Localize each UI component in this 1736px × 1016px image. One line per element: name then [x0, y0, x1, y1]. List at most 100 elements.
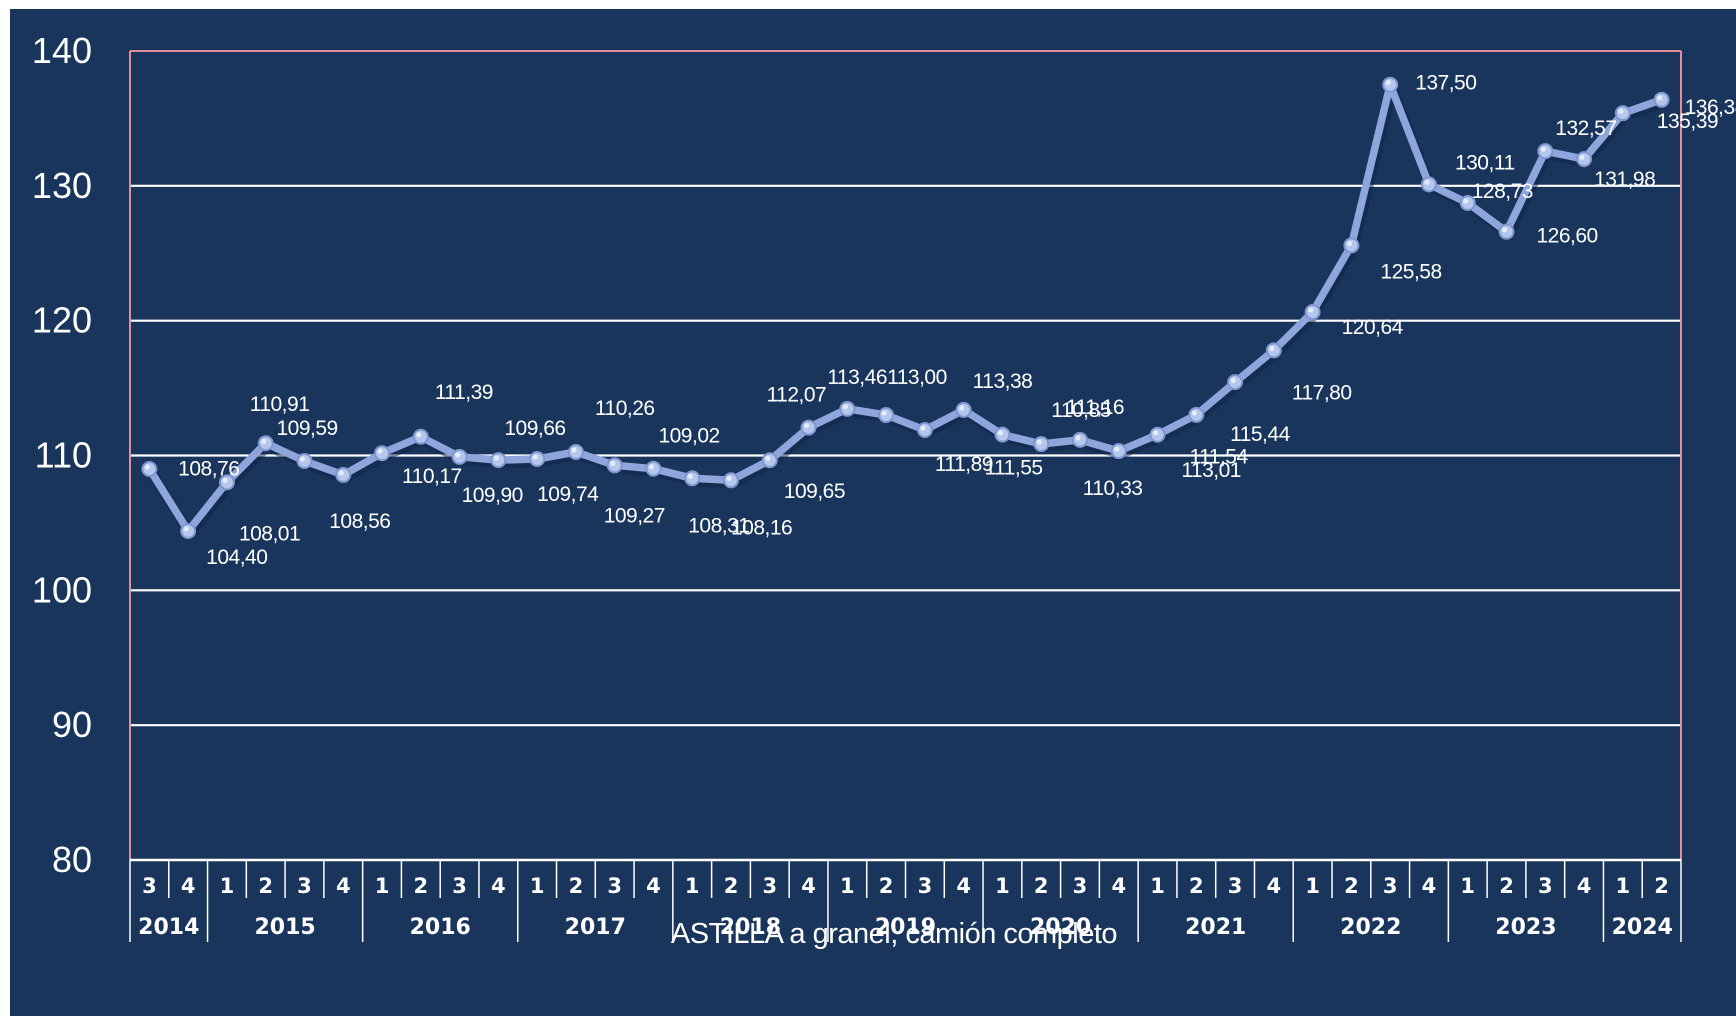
year-label: 2021: [1185, 915, 1246, 940]
data-point: [645, 460, 662, 477]
data-label-extra: 108,76: [178, 458, 239, 481]
data-point: [800, 419, 817, 436]
data-point-highlight: [1424, 179, 1430, 185]
data-label: 108,16: [731, 516, 792, 539]
quarter-label: 1: [1460, 874, 1475, 898]
year-label: 2020: [1030, 915, 1091, 940]
quarter-label: 3: [297, 874, 312, 898]
quarter-label: 4: [1422, 874, 1437, 898]
quarter-label: 1: [840, 874, 855, 898]
series-line: [146, 80, 1666, 539]
data-point-highlight: [1269, 345, 1275, 351]
quarter-label: 4: [1267, 874, 1282, 898]
data-point: [606, 457, 623, 474]
data-point: [296, 453, 313, 470]
data-point-highlight: [648, 464, 655, 470]
year-label: 2022: [1340, 915, 1401, 940]
data-label: 113,00: [887, 366, 947, 389]
data-point-highlight: [881, 410, 887, 416]
data-point: [335, 466, 352, 483]
data-point: [1420, 176, 1437, 193]
quarter-label: 3: [1383, 874, 1398, 898]
quarter-label: 4: [646, 874, 661, 898]
quarter-label: 1: [685, 874, 700, 898]
data-point-highlight: [1501, 227, 1508, 233]
year-label: 2024: [1612, 915, 1673, 940]
data-label: 115,44: [1230, 423, 1290, 446]
quarter-label: 1: [1305, 874, 1320, 898]
data-point: [994, 426, 1011, 443]
data-point: [451, 448, 468, 465]
quarter-label: 2: [414, 874, 429, 898]
data-point: [1227, 374, 1244, 391]
data-label: 110,17: [402, 465, 462, 488]
data-point-highlight: [997, 430, 1004, 436]
chart-title: ASTILLA a granel, camión completo: [671, 918, 1117, 950]
quarter-label: 4: [181, 874, 196, 898]
quarter-label: 4: [1577, 874, 1592, 898]
data-point-highlight: [1152, 430, 1159, 436]
data-point: [1498, 223, 1515, 240]
data-label: 109,74: [537, 483, 599, 506]
data-point-highlight: [183, 526, 189, 532]
quarter-label: 4: [956, 874, 971, 898]
data-point-highlight: [920, 425, 926, 431]
data-point: [1188, 406, 1205, 423]
data-label: 111,39: [435, 381, 493, 404]
data-point: [723, 472, 740, 489]
quarter-label: 2: [879, 874, 894, 898]
data-point-highlight: [726, 475, 732, 481]
quarter-label: 3: [1228, 874, 1243, 898]
data-label: 117,80: [1292, 381, 1352, 404]
data-point-highlight: [454, 452, 461, 458]
data-label: 112,07: [767, 384, 827, 407]
data-point-highlight: [1191, 410, 1197, 416]
quarter-label: 2: [724, 874, 739, 898]
year-label: 2023: [1495, 915, 1556, 940]
data-label: 111,89: [935, 453, 993, 476]
data-label: 109,27: [604, 504, 665, 527]
data-label: 108,31: [688, 514, 749, 537]
data-point: [257, 435, 274, 452]
data-point: [1071, 431, 1088, 448]
quarter-label: 4: [801, 874, 816, 898]
data-point-highlight: [1463, 198, 1469, 204]
data-point-highlight: [610, 460, 616, 466]
quarter-label: 3: [1538, 874, 1553, 898]
data-point: [529, 451, 546, 468]
data-point: [567, 443, 584, 460]
data-label: 137,50: [1415, 72, 1476, 95]
series-points: [141, 76, 1670, 540]
data-label: 120,64: [1342, 316, 1404, 339]
data-label: 108,56: [329, 510, 390, 533]
quarter-label: 2: [1654, 874, 1669, 898]
data-point: [1110, 443, 1127, 460]
quarter-label: 1: [1150, 874, 1165, 898]
quarter-label: 3: [452, 874, 467, 898]
data-point: [374, 445, 391, 462]
data-label: 110,26: [595, 397, 655, 420]
y-tick-label: 80: [52, 839, 92, 880]
data-label: 135,39: [1657, 110, 1718, 133]
data-point-highlight: [1308, 307, 1314, 313]
data-point: [1614, 105, 1631, 122]
year-label: 2018: [720, 915, 781, 940]
y-tick-label: 130: [32, 165, 92, 206]
data-point-highlight: [144, 464, 150, 470]
data-point: [684, 470, 701, 487]
data-point: [1343, 237, 1360, 254]
data-label: 104,40: [206, 546, 267, 569]
data-point: [761, 452, 778, 469]
data-point: [1537, 143, 1554, 160]
data-point-highlight: [222, 477, 228, 483]
data-point: [1304, 304, 1321, 321]
data-point: [1033, 436, 1050, 453]
data-label: 126,60: [1537, 225, 1598, 248]
quarter-label: 2: [1499, 874, 1514, 898]
data-label: 111,55: [984, 457, 1042, 480]
data-label: 136,38: [1685, 96, 1736, 119]
data-point-highlight: [1657, 95, 1663, 101]
series-line-path: [146, 80, 1663, 535]
